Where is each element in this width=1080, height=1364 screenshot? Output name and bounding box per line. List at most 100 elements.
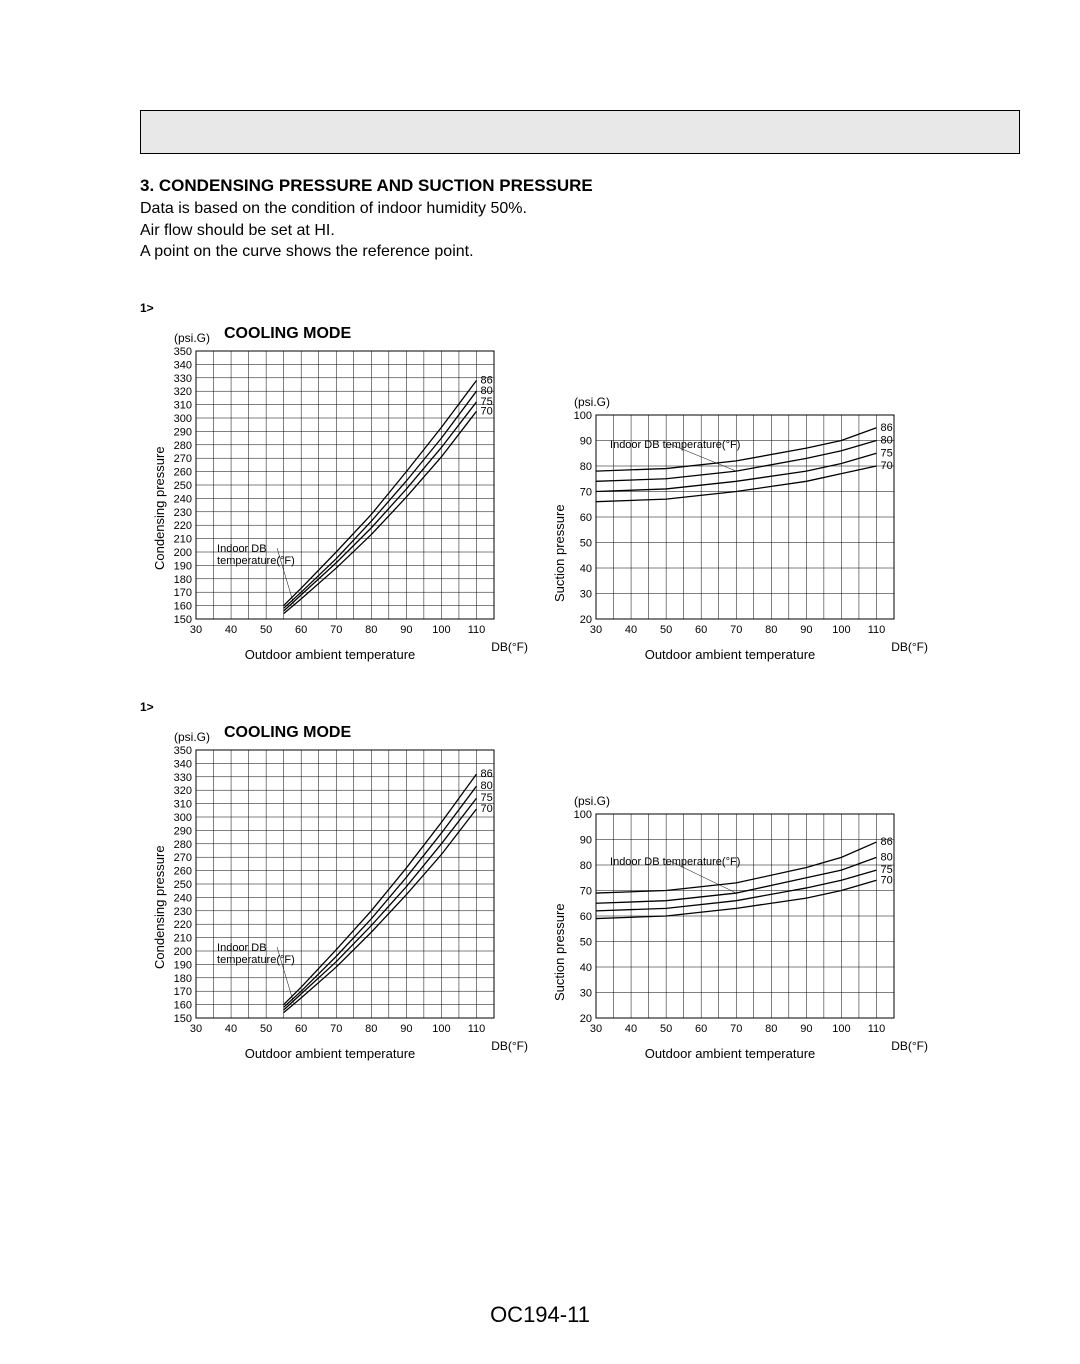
intro-line-1: Air flow should be set at HI. [140,220,1020,242]
svg-text:80: 80 [765,624,777,636]
y-unit-label: (psi.G) [174,730,210,744]
svg-text:70: 70 [580,486,592,498]
svg-text:320: 320 [174,785,192,797]
svg-text:40: 40 [225,624,237,636]
svg-text:Indoor DB: Indoor DB [217,942,267,954]
svg-text:70: 70 [880,874,892,886]
svg-text:70: 70 [730,1023,742,1035]
svg-text:86: 86 [880,422,892,434]
svg-text:300: 300 [174,413,192,425]
svg-text:80: 80 [880,434,892,446]
x-unit-label: DB(°F) [891,640,928,654]
svg-text:180: 180 [174,574,192,586]
model-heading: 1> [140,698,1020,716]
svg-text:Indoor DB temperature(°F): Indoor DB temperature(°F) [610,856,740,868]
header-bar [140,110,1020,154]
svg-text:50: 50 [260,1023,272,1035]
svg-text:40: 40 [580,962,592,974]
svg-text:40: 40 [580,563,592,575]
svg-text:340: 340 [174,359,192,371]
svg-text:290: 290 [174,426,192,438]
svg-text:50: 50 [580,936,592,948]
y-axis-label: Condensing pressure [152,446,167,570]
svg-text:270: 270 [174,453,192,465]
svg-text:75: 75 [880,447,892,459]
svg-text:280: 280 [174,839,192,851]
svg-text:80: 80 [480,780,492,792]
svg-text:110: 110 [468,624,486,636]
svg-text:160: 160 [174,999,192,1011]
svg-text:30: 30 [580,987,592,999]
x-unit-label: DB(°F) [491,1039,528,1053]
y-axis-label: Suction pressure [552,904,567,1002]
svg-text:90: 90 [400,1023,412,1035]
svg-text:Indoor DB temperature(°F): Indoor DB temperature(°F) [610,439,740,451]
svg-text:80: 80 [765,1023,777,1035]
svg-text:100: 100 [574,809,592,821]
svg-text:70: 70 [580,885,592,897]
svg-text:220: 220 [174,520,192,532]
y-axis-label: Suction pressure [552,505,567,603]
svg-text:330: 330 [174,772,192,784]
svg-text:260: 260 [174,466,192,478]
svg-text:60: 60 [295,624,307,636]
svg-text:70: 70 [330,1023,342,1035]
svg-text:310: 310 [174,399,192,411]
svg-text:250: 250 [174,480,192,492]
svg-text:310: 310 [174,798,192,810]
svg-text:90: 90 [800,1023,812,1035]
y-axis-label: Condensing pressure [152,845,167,969]
svg-text:350: 350 [174,745,192,757]
svg-text:70: 70 [880,460,892,472]
model-heading: 1> [140,299,1020,317]
svg-text:50: 50 [580,537,592,549]
intro-line-0: Data is based on the condition of indoor… [140,198,1020,220]
svg-text:350: 350 [174,346,192,358]
svg-text:40: 40 [625,1023,637,1035]
y-unit-label: (psi.G) [174,331,210,345]
svg-text:86: 86 [880,836,892,848]
svg-text:80: 80 [365,1023,377,1035]
svg-text:110: 110 [868,1023,886,1035]
svg-text:240: 240 [174,892,192,904]
suction-chart: (psi.G) Suction pressure 203040506070809… [540,409,920,662]
svg-text:80: 80 [580,461,592,473]
svg-text:80: 80 [880,851,892,863]
svg-text:110: 110 [468,1023,486,1035]
svg-text:260: 260 [174,865,192,877]
x-axis-label: Outdoor ambient temperature [140,647,520,662]
y-unit-label: (psi.G) [574,395,610,409]
svg-text:180: 180 [174,973,192,985]
svg-text:160: 160 [174,600,192,612]
svg-text:80: 80 [580,860,592,872]
svg-text:300: 300 [174,812,192,824]
svg-text:100: 100 [432,624,450,636]
svg-text:Indoor DB: Indoor DB [217,543,267,555]
svg-text:70: 70 [480,803,492,815]
svg-text:70: 70 [730,624,742,636]
svg-text:100: 100 [432,1023,450,1035]
svg-text:60: 60 [695,1023,707,1035]
svg-text:250: 250 [174,879,192,891]
svg-text:210: 210 [174,932,192,944]
svg-text:90: 90 [580,435,592,447]
suction-chart: (psi.G) Suction pressure 203040506070809… [540,808,920,1061]
svg-text:90: 90 [800,624,812,636]
svg-text:60: 60 [295,1023,307,1035]
svg-text:30: 30 [580,588,592,600]
svg-text:320: 320 [174,386,192,398]
svg-text:temperature(°F): temperature(°F) [217,954,295,966]
svg-text:280: 280 [174,440,192,452]
x-unit-label: DB(°F) [491,640,528,654]
svg-text:30: 30 [590,1023,602,1035]
svg-text:70: 70 [330,624,342,636]
svg-text:210: 210 [174,533,192,545]
svg-text:100: 100 [832,1023,850,1035]
svg-text:230: 230 [174,507,192,519]
condensing-chart: (psi.G) Condensing pressure 150160170180… [140,744,520,1061]
svg-text:240: 240 [174,493,192,505]
x-axis-label: Outdoor ambient temperature [140,1046,520,1061]
section-heading: 3. CONDENSING PRESSURE AND SUCTION PRESS… [140,176,1020,196]
svg-text:70: 70 [480,405,492,417]
svg-text:200: 200 [174,946,192,958]
